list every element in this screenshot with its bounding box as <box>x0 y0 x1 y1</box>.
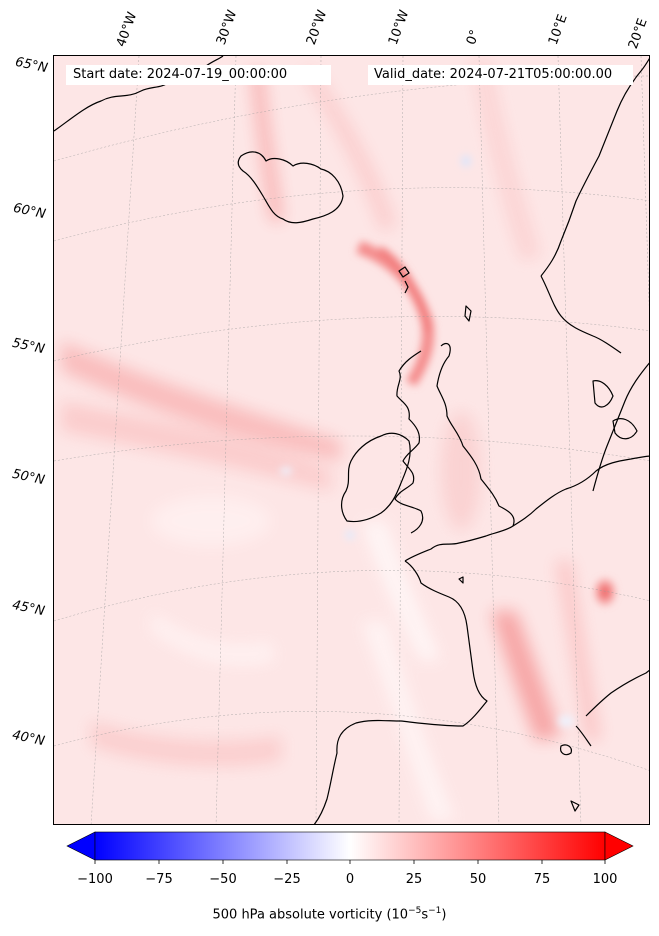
colorbar-tick-label: 75 <box>533 872 551 887</box>
colorbar-label-exp1: −5 <box>408 906 422 916</box>
colorbar-label-text: 500 hPa absolute vorticity (10 <box>212 907 409 923</box>
lat-label-55n: 55°N <box>10 335 46 358</box>
lon-label-0: 0° <box>463 27 484 47</box>
colorbar-tick-marks <box>94 860 606 864</box>
map-frame <box>53 55 650 825</box>
coastlines <box>54 56 649 824</box>
colorbar-gradient <box>94 831 606 861</box>
lat-label-50n: 50°N <box>10 466 46 489</box>
colorbar-tick-label: 50 <box>469 872 487 887</box>
colorbar-tick-label: −50 <box>209 872 237 887</box>
colorbar-tick-label: −25 <box>273 872 301 887</box>
lon-label-20e: 20°E <box>625 16 651 51</box>
lat-label-60n: 60°N <box>11 200 47 223</box>
colorbar-label-end: ) <box>441 907 447 923</box>
colorbar-tick-label: −100 <box>77 872 113 887</box>
map-canvas <box>54 56 649 824</box>
lon-label-10w: 10°W <box>385 8 413 47</box>
colorbar-tick-label: 100 <box>592 872 618 887</box>
colorbar-label-exp2: −1 <box>428 906 442 916</box>
valid-date-label: Valid_date: 2024-07-21T05:00:00.00 <box>368 65 633 85</box>
lon-label-30w: 30°W <box>213 8 241 47</box>
colorbar-max-arrow <box>604 831 634 861</box>
colorbar-label: 500 hPa absolute vorticity (10−5s−1) <box>0 906 659 922</box>
colorbar-tick-label: 0 <box>345 872 355 887</box>
lon-label-20w: 20°W <box>303 8 331 47</box>
lat-label-65n: 65°N <box>13 54 49 77</box>
colorbar <box>66 831 634 864</box>
start-date-label: Start date: 2024-07-19_00:00:00 <box>66 65 331 85</box>
vorticity-field <box>54 56 649 824</box>
lat-label-45n: 45°N <box>10 597 46 620</box>
lon-label-10e: 10°E <box>545 12 571 48</box>
colorbar-tick-label: 25 <box>405 872 423 887</box>
colorbar-min-arrow <box>66 831 96 861</box>
lon-label-40w: 40°W <box>113 10 141 49</box>
colorbar-label-mid: s <box>421 907 429 923</box>
colorbar-tick-label: −75 <box>145 872 173 887</box>
lat-label-40n: 40°N <box>10 727 46 750</box>
